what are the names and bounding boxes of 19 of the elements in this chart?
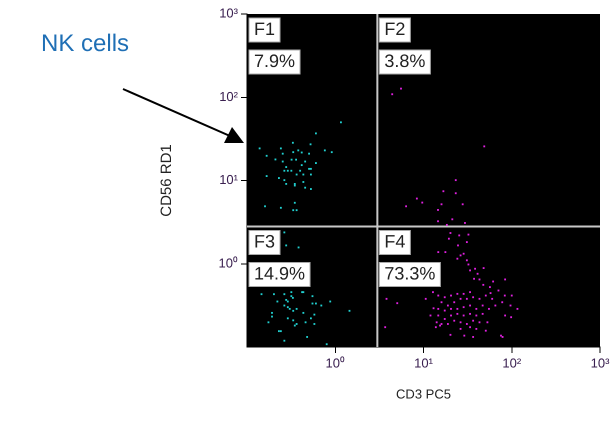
y-tick-label: 10¹: [219, 172, 239, 188]
annotation: F1: [254, 18, 276, 39]
y-tick-label: 10²: [219, 88, 239, 104]
annotation: 3.8%: [384, 50, 426, 71]
x-tick-label: 10⁰: [326, 355, 345, 370]
x-tick-label: 10²: [502, 355, 522, 370]
annotation: 14.9%: [254, 263, 306, 284]
x-tick-label: 10¹: [414, 355, 434, 370]
y-tick-label: 10³: [219, 6, 239, 21]
x-axis-title: CD3 PC5: [396, 386, 451, 402]
annotation: 73.3%: [384, 263, 436, 284]
annotation: F4: [384, 231, 406, 252]
annotation: F2: [384, 18, 406, 39]
y-axis-title: CD56 RD1: [158, 144, 176, 217]
y-tick-label: 10⁰: [218, 255, 238, 270]
text: NK cells: [41, 30, 130, 58]
annotation: 7.9%: [254, 50, 296, 71]
annotation: F3: [254, 231, 276, 252]
x-tick-label: 10³: [590, 355, 610, 370]
